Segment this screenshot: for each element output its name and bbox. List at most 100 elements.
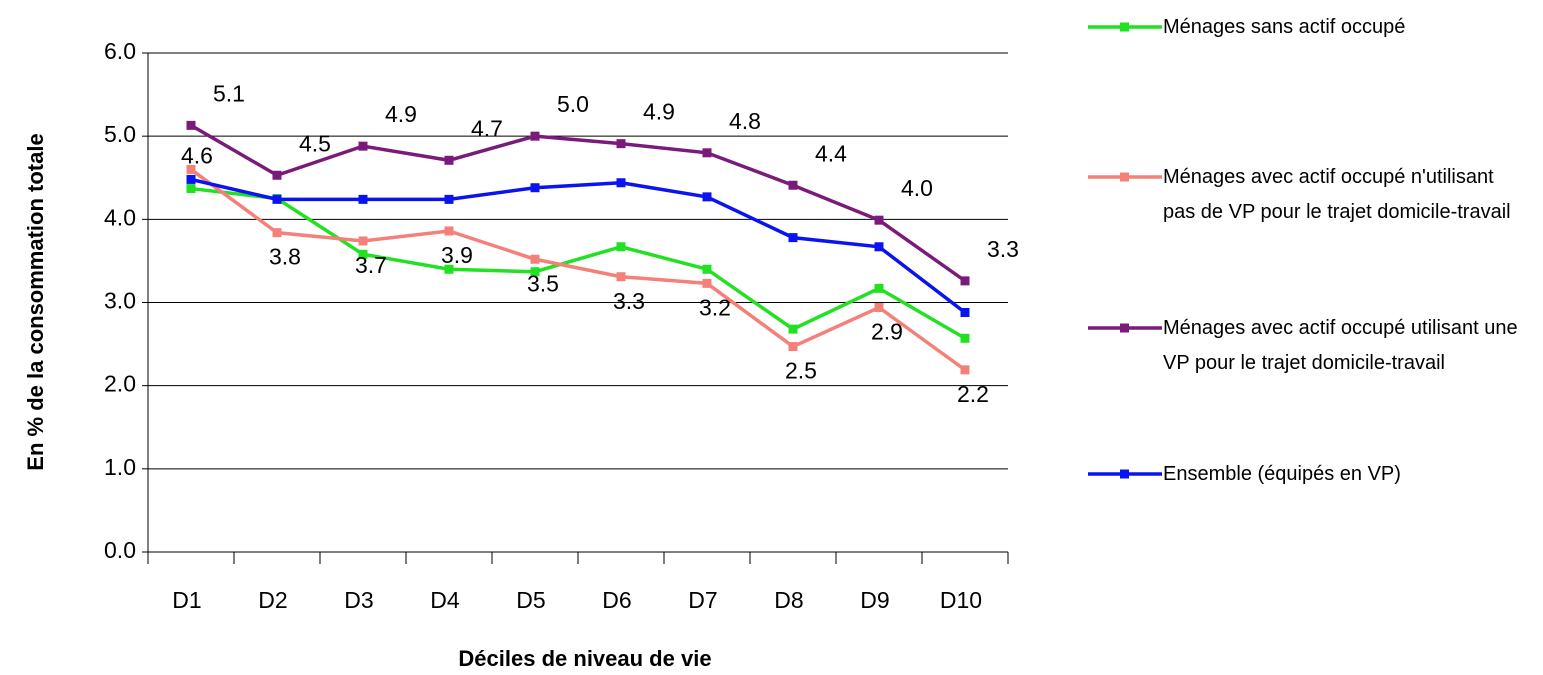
legend-marker [1120,469,1129,479]
marker [358,249,368,259]
marker [874,302,884,312]
series-line [189,168,967,372]
data-label: 2.2 [957,381,989,407]
data-label: 4.0 [901,175,933,201]
marker [616,242,626,252]
marker [702,192,712,202]
marker [530,131,540,141]
marker [358,194,368,204]
marker [616,272,626,282]
marker [186,120,196,130]
legend-swatch [1088,172,1162,182]
marker [702,148,712,158]
series-line [190,177,967,314]
legend-entry: Ensemble (équipés en VP) [1088,457,1538,492]
marker [272,194,282,204]
marker [358,141,368,151]
marker [530,267,540,277]
marker [702,264,712,274]
y-tick-label: 4.0 [104,204,136,230]
x-tick-label: D10 [940,587,982,613]
y-tick-label: 5.0 [104,121,136,147]
legend-swatch [1088,22,1162,32]
marker [788,342,798,352]
series-line [190,123,967,283]
data-label: 4.9 [643,99,675,125]
data-label: 4.9 [385,101,417,127]
marker [186,174,196,184]
marker [358,236,368,246]
data-label: 3.3 [987,236,1019,262]
y-tick-label: 2.0 [104,371,136,397]
y-axis-title: En % de la consommation totale [23,133,48,470]
marker [960,365,970,375]
data-label: 2.9 [871,319,903,345]
marker [874,242,884,252]
marker [186,164,196,174]
y-tick-label: 0.0 [104,537,136,563]
data-label: 3.7 [355,252,387,278]
marker [702,278,712,288]
marker [616,139,626,149]
legend-marker [1120,323,1129,333]
marker [616,178,626,188]
legend-swatch [1088,469,1162,479]
x-tick-label: D7 [688,587,717,613]
legend-marker [1120,172,1129,182]
data-label: 3.8 [269,244,301,270]
y-tick-label: 3.0 [104,288,136,314]
marker [272,170,282,180]
x-tick-label: D3 [344,587,373,613]
legend-entry: Ménages sans actif occupé [1088,10,1538,45]
x-tick-label: D6 [602,587,631,613]
marker [186,184,196,194]
series-line [190,186,966,340]
marker [444,194,454,204]
x-tick-label: D4 [430,587,460,613]
legend-label: Ménages sans actif occupé [1163,16,1406,38]
marker [788,180,798,190]
data-label: 4.5 [299,130,331,156]
data-label: 4.4 [815,140,847,166]
marker [444,155,454,165]
x-tick-label: D5 [516,587,545,613]
marker [272,228,282,238]
marker [530,183,540,193]
marker [960,307,970,317]
data-label: 3.3 [613,288,645,314]
x-tick-label: D9 [860,587,889,613]
data-label: 4.6 [181,143,213,169]
marker [788,324,798,334]
marker [960,333,970,343]
marker [874,215,884,225]
legend-swatch [1088,323,1162,333]
marker [530,254,540,264]
marker [444,264,454,274]
data-label: 2.5 [785,358,817,384]
x-tick-label: D8 [774,587,803,613]
data-label: 5.1 [213,80,245,106]
legend-entry: Ménages avec actif occupé utilisant une … [1088,311,1538,381]
chart: En % de la consommation totale Déciles d… [23,38,1019,671]
data-label: 4.8 [729,108,761,134]
legend-label: Ensemble (équipés en VP) [1163,463,1401,485]
legend-label: Ménages avec actif occupé utilisant une … [1163,317,1518,374]
x-tick-label: D1 [172,587,201,613]
y-tick-label: 6.0 [104,38,136,64]
marker [788,233,798,243]
data-label: 5.0 [557,91,589,117]
marker [960,276,970,286]
marker [874,283,884,293]
x-tick-label: D2 [258,587,287,613]
legend-label: Ménages avec actif occupé n'utilisant pa… [1163,166,1511,223]
data-label: 4.7 [471,115,503,141]
legend-marker [1120,22,1129,32]
x-axis-title: Déciles de niveau de vie [458,646,711,671]
data-label: 3.9 [441,242,473,268]
data-label: 3.5 [527,270,559,296]
marker [444,226,454,236]
y-tick-label: 1.0 [104,454,136,480]
data-label: 3.2 [699,294,731,320]
legend-entry: Ménages avec actif occupé n'utilisant pa… [1088,160,1538,230]
